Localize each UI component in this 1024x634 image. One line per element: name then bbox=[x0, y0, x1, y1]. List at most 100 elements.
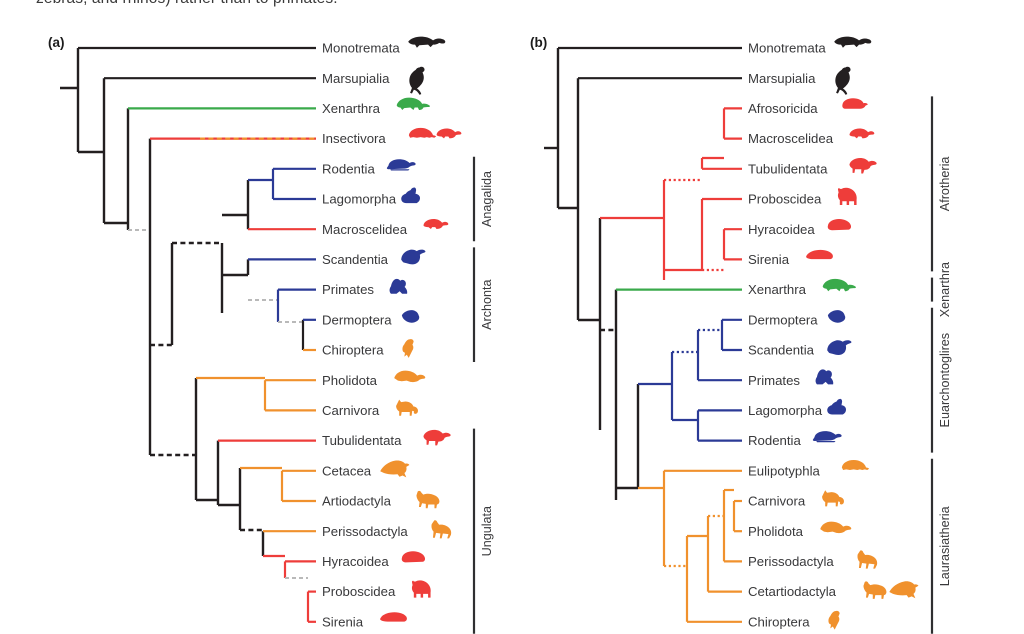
tip-label: Cetartiodactyla bbox=[748, 584, 837, 599]
tip-label: Macroscelidea bbox=[748, 131, 834, 146]
elephant-shrew-silhouette bbox=[423, 219, 449, 229]
pangolin-silhouette bbox=[820, 521, 852, 534]
tip-label: Marsupialia bbox=[748, 71, 816, 86]
cutoff-body-text: zebras, and rhinos) rather than to prima… bbox=[36, 0, 496, 8]
armadillo-silhouette bbox=[396, 97, 430, 111]
dolphin-silhouette bbox=[380, 460, 410, 478]
panel-a-svg: Monotremata Marsupialia Xenarthra Insectivo… bbox=[48, 35, 494, 634]
hyrax-silhouette bbox=[401, 551, 426, 563]
tip-label: Sirenia bbox=[748, 252, 790, 267]
tip-label: Dermoptera bbox=[322, 312, 392, 327]
aardvark-silhouette bbox=[423, 429, 451, 446]
tip-label: Tubulidentata bbox=[322, 433, 402, 448]
tip-label: Rodentia bbox=[322, 161, 375, 176]
rodent-silhouette bbox=[386, 159, 416, 171]
tenrec-silhouette bbox=[842, 98, 868, 109]
platypus-silhouette bbox=[408, 36, 446, 48]
tip-label: Rodentia bbox=[748, 433, 801, 448]
tip-label: Artiodactyla bbox=[322, 494, 392, 509]
tip-label: Dermoptera bbox=[748, 312, 818, 327]
tip-label: Lagomorpha bbox=[748, 403, 823, 418]
bovid-and-dolphin-silhouette bbox=[889, 581, 919, 599]
tip-label: Perissodactyla bbox=[748, 554, 834, 569]
tip-label: Primates bbox=[322, 282, 374, 297]
hyrax-silhouette bbox=[827, 219, 852, 231]
panel-b: Monotremata Marsupialia Afrosoricida Macros… bbox=[512, 0, 1024, 634]
tip-label: Eulipotyphla bbox=[748, 463, 821, 478]
tip-label: Hyracoidea bbox=[748, 222, 815, 237]
panel-b-tree bbox=[544, 46, 742, 623]
elephant-shrew-silhouette bbox=[849, 128, 875, 139]
tip-label: Scandentia bbox=[748, 343, 815, 358]
panel-b-tip-labels: Monotremata Marsupialia Afrosoricida Macros… bbox=[748, 41, 837, 630]
tip-label: Pholidota bbox=[748, 524, 804, 539]
hedgehog-and-shrew-silhouette bbox=[408, 127, 437, 138]
hedgehog-silhouette bbox=[841, 460, 870, 470]
tip-label: Primates bbox=[748, 373, 800, 388]
tip-label: Tubulidentata bbox=[748, 161, 828, 176]
panel-a: Monotremata Marsupialia Xenarthra Insectivo… bbox=[48, 35, 494, 634]
tip-label: Sirenia bbox=[322, 614, 364, 629]
horse-silhouette bbox=[857, 550, 878, 569]
tip-label: Pholidota bbox=[322, 373, 378, 388]
ape-silhouette bbox=[815, 369, 834, 385]
clade-label: Ungulata bbox=[480, 506, 494, 556]
panel-a-clade-brackets: Anagalida Archonta Ungulata bbox=[472, 156, 494, 634]
panel-b-letter: (b) bbox=[530, 35, 547, 50]
big-cat-silhouette bbox=[822, 490, 844, 507]
panel-a-letter: (a) bbox=[48, 35, 65, 50]
bovid-and-dolphin-silhouette bbox=[863, 581, 887, 599]
clade-label: Afrotheria bbox=[938, 157, 952, 212]
panel-b-svg: Monotremata Marsupialia Afrosoricida Macros… bbox=[530, 35, 952, 634]
ape-silhouette bbox=[389, 278, 408, 294]
clade-label: Xenarthra bbox=[938, 262, 952, 317]
elephant-silhouette bbox=[411, 580, 431, 598]
kangaroo-silhouette bbox=[409, 66, 425, 95]
panel-b-clade-brackets: Afrotheria Xenarthra Euarchontoglires Laura… bbox=[930, 96, 952, 634]
bat-silhouette bbox=[828, 610, 840, 630]
tip-label: Scandentia bbox=[322, 252, 389, 267]
colugo-silhouette bbox=[827, 310, 846, 323]
treeshrew-silhouette bbox=[827, 340, 852, 355]
tip-label: Perissodactyla bbox=[322, 524, 408, 539]
colugo-silhouette bbox=[401, 310, 420, 323]
pangolin-silhouette bbox=[394, 370, 426, 383]
tip-label: Macroscelidea bbox=[322, 222, 408, 237]
tip-label: Hyracoidea bbox=[322, 554, 389, 569]
big-cat-silhouette bbox=[396, 399, 418, 416]
aardvark-silhouette bbox=[849, 158, 877, 174]
kangaroo-silhouette bbox=[835, 66, 851, 95]
tip-label: Cetacea bbox=[322, 463, 372, 478]
clade-label: Anagalida bbox=[480, 171, 494, 227]
tip-label: Monotremata bbox=[748, 41, 826, 56]
tip-label: Carnivora bbox=[748, 494, 806, 509]
horse-silhouette bbox=[431, 520, 452, 539]
clade-label: Archonta bbox=[480, 279, 494, 329]
panel-b-tip-icons bbox=[806, 36, 919, 630]
elephant-silhouette bbox=[837, 187, 857, 205]
armadillo-silhouette bbox=[822, 278, 856, 292]
tip-label: Insectivora bbox=[322, 131, 386, 146]
rabbit-silhouette bbox=[401, 187, 420, 204]
clade-label: Euarchontoglires bbox=[938, 333, 952, 428]
tip-label: Chiroptera bbox=[322, 343, 384, 358]
tip-label: Afrosoricida bbox=[748, 101, 818, 116]
panel-a-tip-labels: Monotremata Marsupialia Xenarthra Insectivo… bbox=[322, 41, 408, 630]
tip-label: Proboscidea bbox=[322, 584, 396, 599]
tip-label: Marsupialia bbox=[322, 71, 390, 86]
tip-label: Carnivora bbox=[322, 403, 380, 418]
hedgehog-and-shrew-silhouette bbox=[436, 128, 462, 139]
rodent-silhouette bbox=[812, 431, 842, 443]
tip-label: Monotremata bbox=[322, 41, 400, 56]
tip-label: Xenarthra bbox=[322, 101, 381, 116]
treeshrew-silhouette bbox=[401, 249, 426, 265]
tip-label: Lagomorpha bbox=[322, 192, 397, 207]
bovid-silhouette bbox=[416, 490, 440, 509]
tip-label: Proboscidea bbox=[748, 192, 822, 207]
clade-label: Laurasiatheria bbox=[938, 506, 952, 586]
panel-a-tree bbox=[60, 46, 316, 623]
tip-label: Xenarthra bbox=[748, 282, 807, 297]
rabbit-silhouette bbox=[827, 398, 846, 415]
manatee-silhouette bbox=[806, 249, 833, 260]
